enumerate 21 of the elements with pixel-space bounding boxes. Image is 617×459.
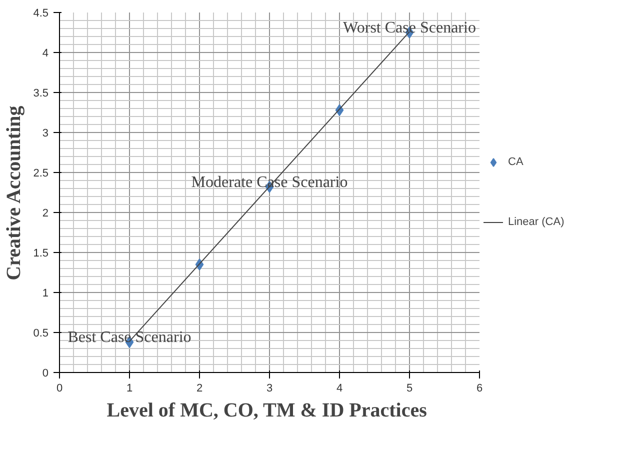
x-axis-title: Level of MC, CO, TM & ID Practices — [106, 400, 428, 422]
y-tick-label: 0.5 — [33, 328, 49, 340]
x-tick-label: 1 — [126, 382, 133, 394]
y-tick-label: 2 — [42, 208, 49, 220]
y-tick-label: 4.5 — [33, 8, 49, 20]
y-tick-label: 3.5 — [33, 88, 49, 100]
y-tick-label: 0 — [42, 368, 49, 380]
x-tick-label: 4 — [336, 382, 343, 394]
x-tick-label: 0 — [56, 382, 63, 394]
x-tick-label: 6 — [476, 382, 483, 394]
legend-label: Linear (CA) — [508, 216, 564, 228]
y-tick-label: 4 — [42, 48, 49, 60]
x-tick-label: 2 — [196, 382, 203, 394]
legend-label: CA — [508, 156, 524, 168]
y-tick-label: 3 — [42, 128, 49, 140]
y-tick-label: 1.5 — [33, 248, 49, 260]
x-tick-label: 5 — [406, 382, 413, 394]
y-axis-title: Creative Accounting — [3, 106, 26, 280]
y-tick-label: 1 — [42, 288, 49, 300]
x-tick-label: 3 — [266, 382, 273, 394]
y-tick-label: 2.5 — [33, 168, 49, 180]
